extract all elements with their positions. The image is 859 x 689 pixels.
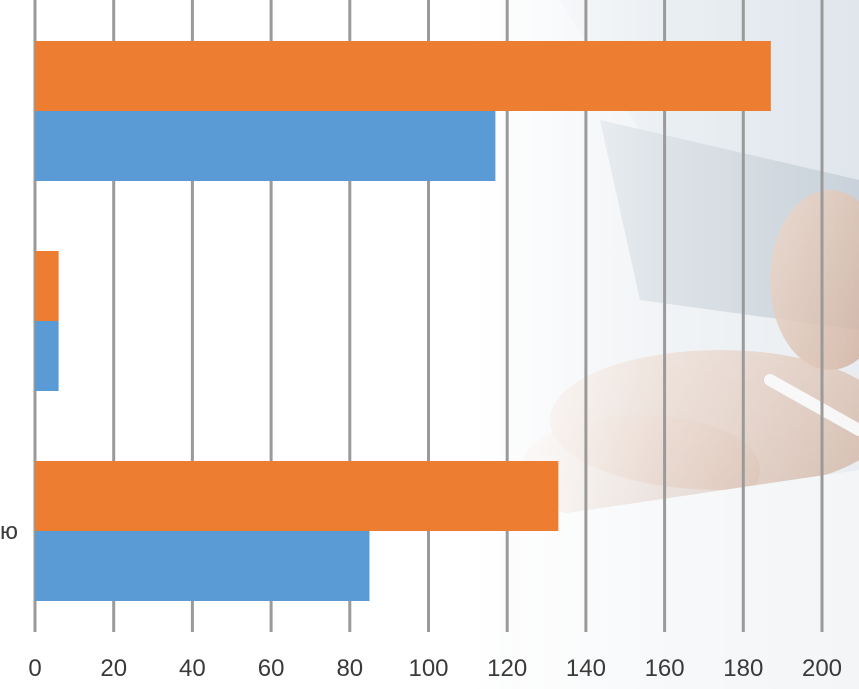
- x-tick-label: 180: [723, 655, 763, 682]
- x-tick-label: 140: [566, 655, 606, 682]
- bar: [35, 321, 59, 391]
- x-tick-label: 60: [258, 655, 285, 682]
- x-tick-label: 40: [179, 655, 206, 682]
- category-labels: ю: [0, 518, 18, 545]
- x-tick-label: 80: [336, 655, 363, 682]
- x-tick-label: 20: [100, 655, 127, 682]
- x-tick-label: 200: [802, 655, 842, 682]
- x-tick-label: 160: [645, 655, 685, 682]
- x-tick-label: 0: [28, 655, 41, 682]
- bar: [35, 531, 370, 601]
- bar: [35, 251, 59, 321]
- x-axis-ticks: 0 20 40 60 80 100 120 140 160 180 200: [28, 655, 842, 682]
- bar: [35, 111, 496, 181]
- x-tick-label: 120: [487, 655, 527, 682]
- x-tick-label: 100: [408, 655, 448, 682]
- bar: [35, 41, 771, 111]
- bar: [35, 461, 559, 531]
- category-label: ю: [0, 518, 18, 545]
- bars: [35, 41, 771, 601]
